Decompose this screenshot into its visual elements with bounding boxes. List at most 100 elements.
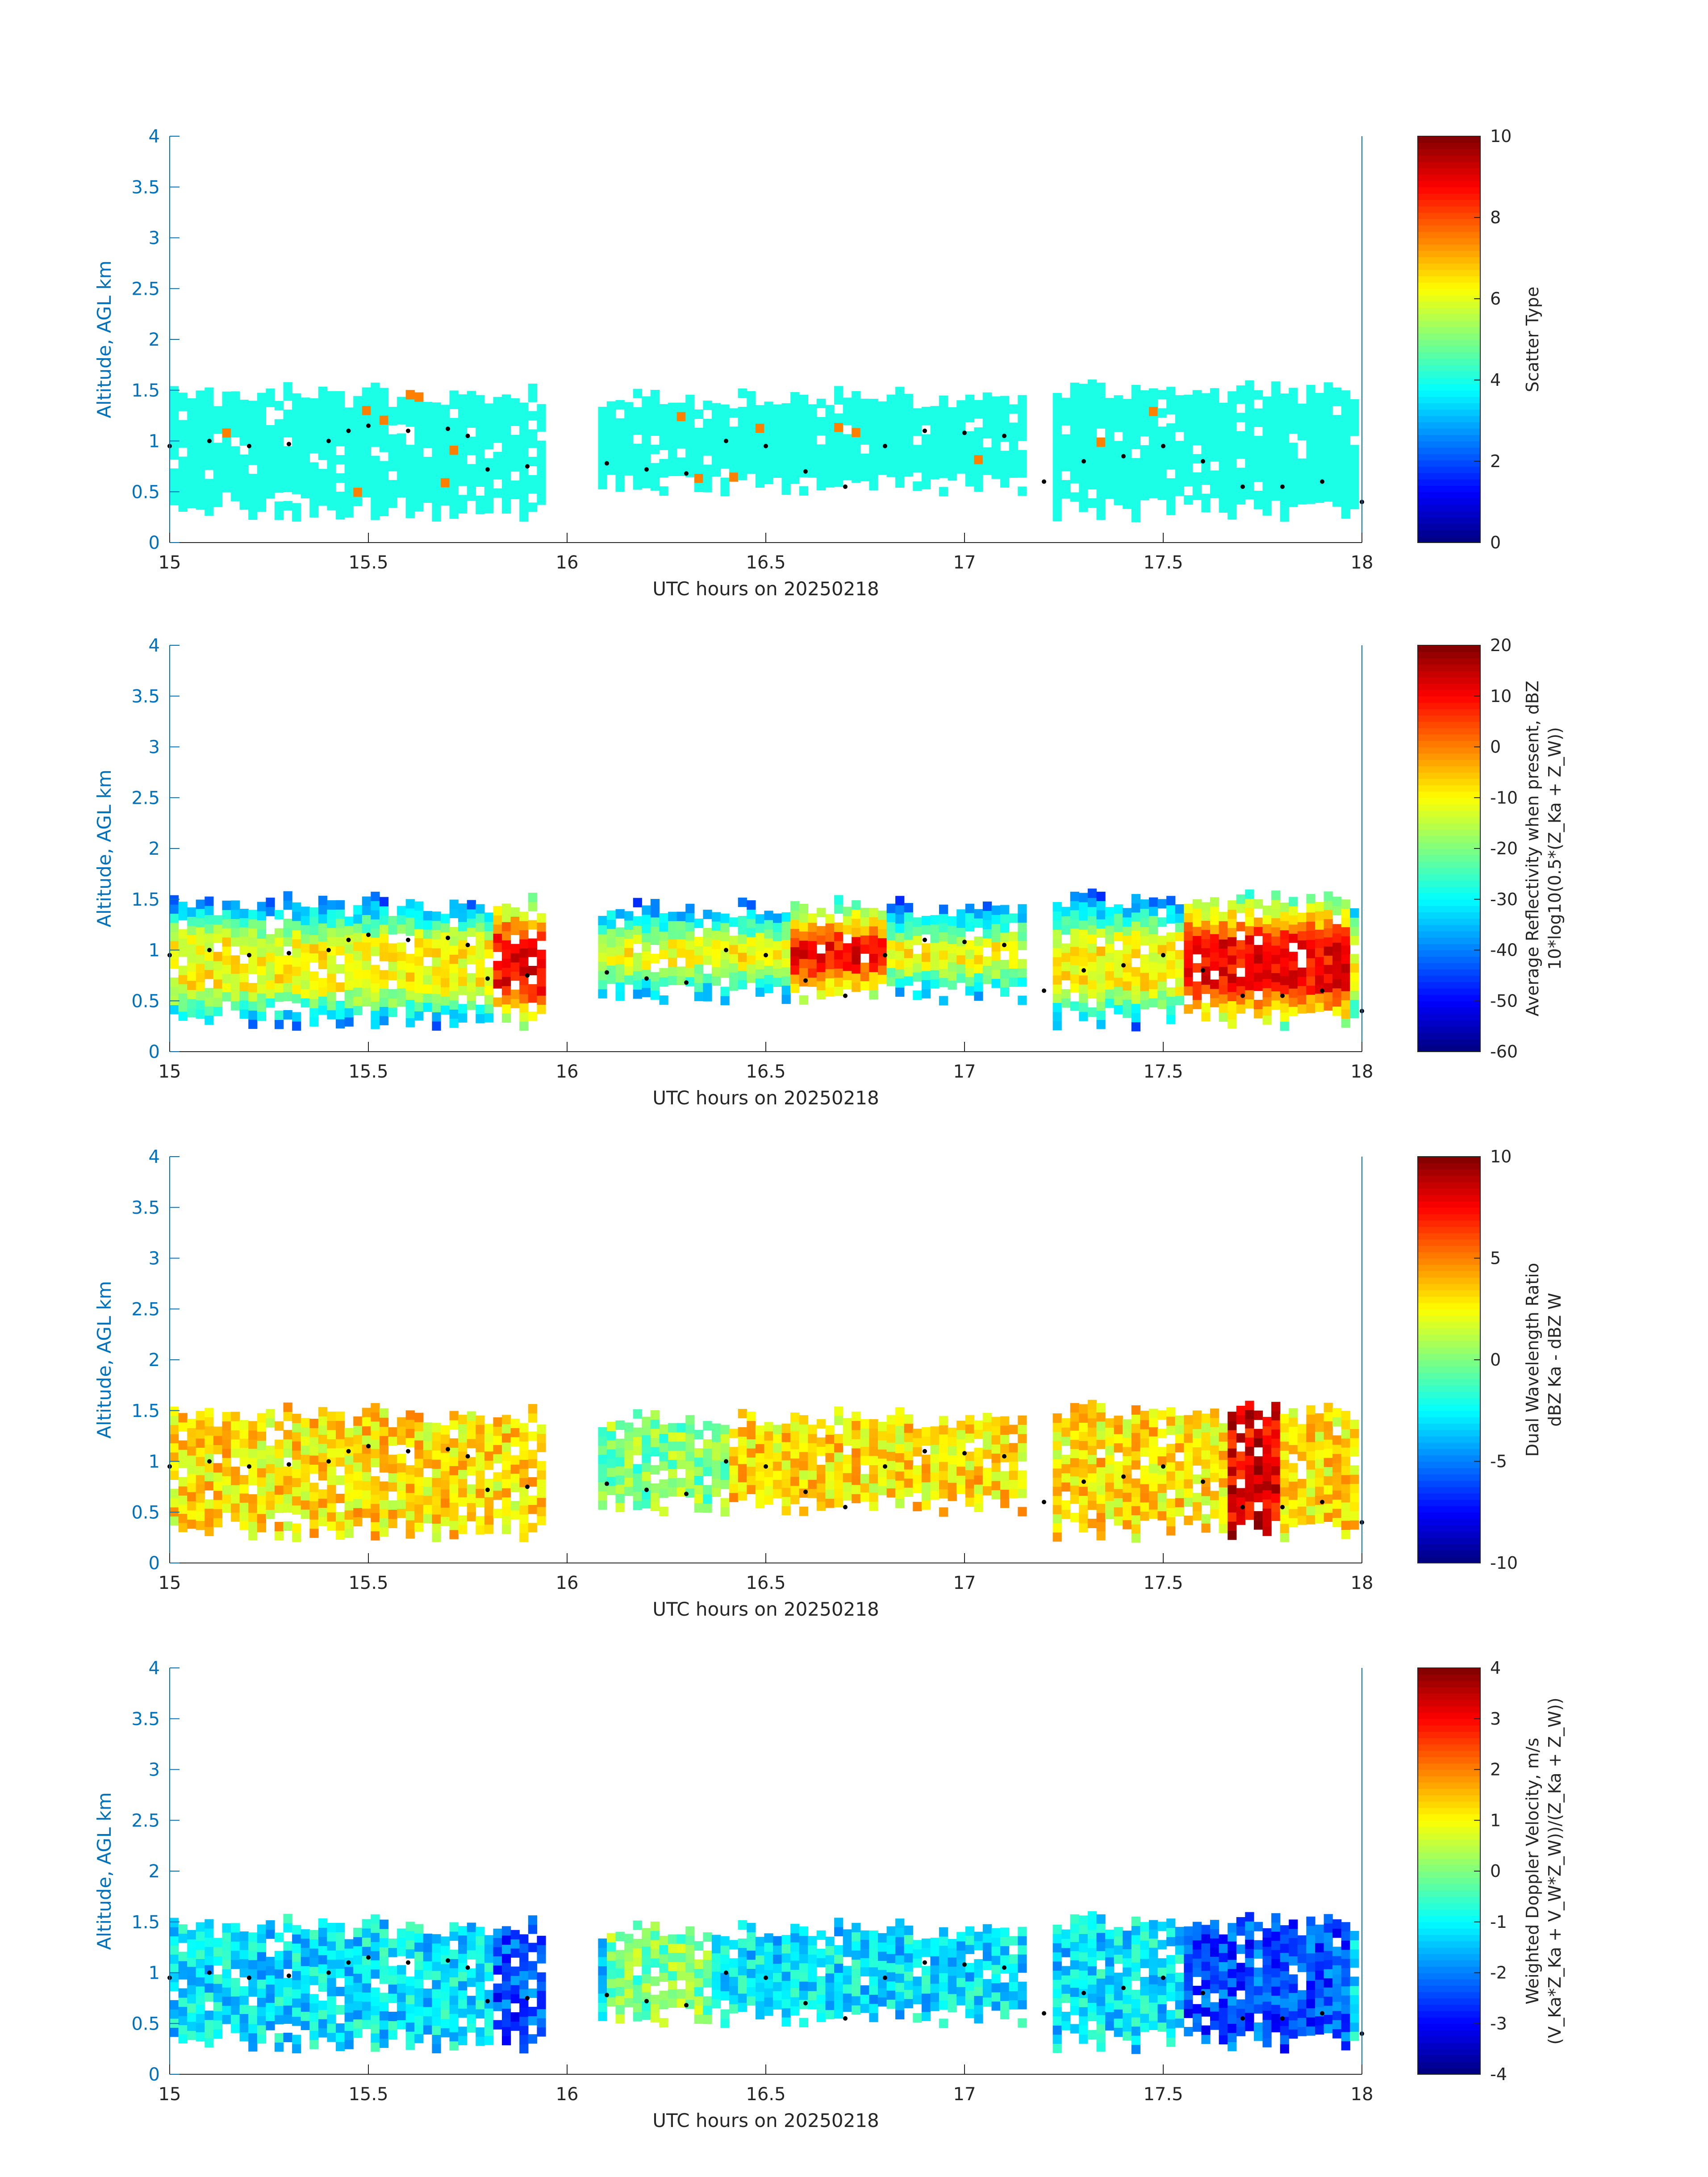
heatmap-cell	[257, 1468, 266, 1478]
heatmap-cell	[1219, 939, 1228, 949]
heatmap-cell	[414, 1495, 424, 1504]
heatmap-cell	[231, 1467, 240, 1476]
heatmap-cell	[275, 1951, 284, 1960]
heatmap-cell	[852, 982, 861, 992]
heatmap-cell	[379, 1500, 389, 1509]
heatmap-cell	[449, 2004, 459, 2014]
heatmap-cell	[371, 455, 380, 465]
heatmap-cell	[1341, 464, 1350, 473]
heatmap-cell	[458, 967, 468, 977]
heatmap-cell	[379, 497, 389, 507]
colorbar-segment	[1418, 1360, 1480, 1366]
heatmap-cell	[1210, 934, 1219, 944]
heatmap-cell	[1079, 1413, 1088, 1423]
heatmap-cell	[895, 1471, 905, 1481]
cloud-base-point	[346, 428, 351, 433]
heatmap-cell	[1289, 979, 1298, 989]
heatmap-cell	[309, 990, 319, 999]
heatmap-cell	[852, 955, 861, 965]
heatmap-cell	[196, 954, 205, 964]
heatmap-cell	[694, 409, 703, 419]
heatmap-cell	[257, 975, 266, 985]
heatmap-cell	[266, 1500, 275, 1510]
heatmap-cell	[371, 1449, 380, 1458]
heatmap-cell	[353, 996, 363, 1006]
heatmap-cell	[642, 1499, 651, 1508]
heatmap-cell	[178, 429, 188, 439]
heatmap-cell	[1079, 957, 1088, 966]
heatmap-cell	[537, 2027, 546, 2037]
heatmap-cell	[493, 1454, 502, 1463]
heatmap-cell	[1262, 1462, 1272, 1472]
heatmap-cell	[1341, 399, 1350, 409]
heatmap-cell	[222, 1439, 231, 1449]
heatmap-cell	[1018, 1415, 1027, 1425]
heatmap-cell	[484, 1424, 494, 1433]
heatmap-cell	[301, 1436, 310, 1446]
heatmap-cell	[615, 991, 625, 1001]
heatmap-cell	[170, 1005, 179, 1015]
heatmap-cell	[1184, 1433, 1193, 1443]
heatmap-cell	[344, 453, 354, 463]
heatmap-cell	[1245, 1410, 1254, 1420]
heatmap-cell	[432, 1943, 441, 1953]
heatmap-cell	[196, 1521, 205, 1530]
heatmap-cell	[939, 441, 948, 451]
heatmap-cell	[799, 1470, 808, 1479]
heatmap-cell	[414, 947, 424, 957]
heatmap-cell	[755, 987, 765, 997]
heatmap-cell	[624, 929, 634, 939]
heatmap-cell	[1052, 1468, 1062, 1478]
heatmap-cell	[467, 1503, 476, 1513]
heatmap-cell	[685, 968, 695, 978]
heatmap-cell	[1149, 979, 1158, 989]
heatmap-cell	[1061, 1482, 1071, 1492]
heatmap-cell	[1105, 1437, 1115, 1446]
heatmap-cell	[1079, 1486, 1088, 1496]
colorbar-segment	[1418, 1239, 1480, 1246]
heatmap-cell	[449, 1000, 459, 1010]
heatmap-cell	[371, 437, 380, 447]
heatmap-cell	[327, 991, 336, 1001]
heatmap-cell	[956, 946, 966, 956]
heatmap-cell	[1052, 420, 1062, 430]
heatmap-cell	[248, 919, 258, 928]
heatmap-cell	[633, 453, 642, 463]
heatmap-cell	[1157, 899, 1167, 909]
heatmap-cell	[1306, 449, 1315, 459]
heatmap-cell	[205, 442, 214, 452]
heatmap-cell	[537, 486, 546, 496]
heatmap-cell	[1297, 413, 1307, 422]
heatmap-cell	[187, 1473, 196, 1483]
heatmap-cell	[414, 956, 424, 966]
heatmap-cell	[248, 928, 258, 938]
heatmap-cell	[414, 1988, 424, 1997]
heatmap-cell	[292, 1496, 301, 1506]
heatmap-cell	[528, 1915, 537, 1925]
heatmap-cell	[659, 1461, 668, 1471]
heatmap-cell	[747, 409, 756, 419]
heatmap-cell	[773, 1488, 782, 1498]
heatmap-cell	[668, 421, 677, 430]
heatmap-cell	[1087, 1518, 1097, 1528]
heatmap-cell	[1175, 950, 1184, 960]
heatmap-cell	[178, 965, 188, 975]
heatmap-cell	[991, 960, 1001, 970]
heatmap-cell	[1324, 382, 1333, 392]
heatmap-cell	[834, 477, 844, 487]
heatmap-cell	[449, 2022, 459, 2032]
heatmap-cell	[449, 1949, 459, 1959]
heatmap-cell	[921, 970, 931, 980]
heatmap-cell	[344, 1948, 354, 1958]
heatmap-cell	[1297, 431, 1307, 441]
heatmap-cell	[694, 1430, 703, 1440]
heatmap-cell	[615, 1475, 625, 1485]
heatmap-cell	[1018, 940, 1027, 950]
cloud-base-point	[644, 1488, 649, 1492]
heatmap-cell	[528, 2034, 537, 2044]
heatmap-cell	[239, 400, 249, 409]
heatmap-cell	[1192, 981, 1202, 991]
heatmap-cell	[694, 1494, 703, 1504]
heatmap-cell	[528, 1477, 537, 1487]
heatmap-cell	[1149, 907, 1158, 916]
